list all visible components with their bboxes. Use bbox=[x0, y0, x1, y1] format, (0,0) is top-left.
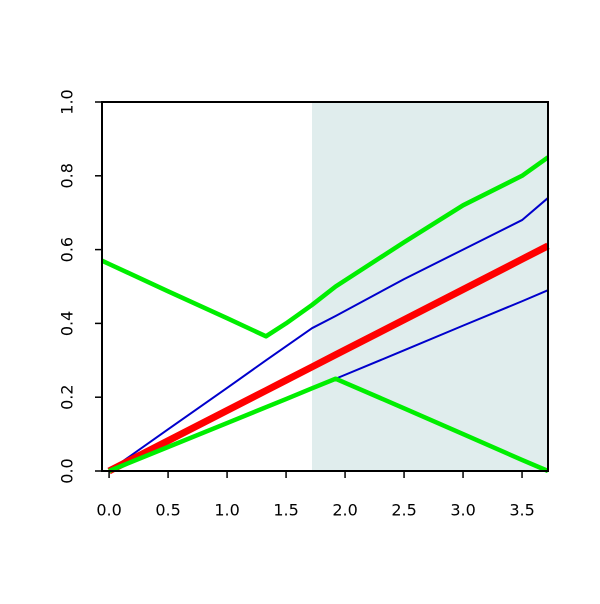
series-line bbox=[108, 376, 549, 474]
series-line bbox=[108, 197, 549, 472]
y-tick-label: 1.0 bbox=[58, 89, 77, 114]
series-line bbox=[101, 155, 550, 339]
x-tick-label: 0.5 bbox=[155, 501, 180, 520]
series-line bbox=[107, 242, 550, 475]
x-tick-label: 3.5 bbox=[509, 501, 534, 520]
x-tick-label: 1.5 bbox=[273, 501, 298, 520]
x-tick-label: 2.0 bbox=[332, 501, 357, 520]
x-tick-label: 0.0 bbox=[96, 501, 121, 520]
y-tick-label: 0.6 bbox=[58, 237, 77, 262]
x-tick-label: 3.0 bbox=[450, 501, 475, 520]
plot-box bbox=[101, 101, 549, 472]
x-tick-label: 2.5 bbox=[391, 501, 416, 520]
y-tick-label: 0.4 bbox=[58, 311, 77, 336]
x-tick-label: 1.0 bbox=[214, 501, 239, 520]
y-tick-label: 0.0 bbox=[58, 458, 77, 483]
shaded-region bbox=[312, 102, 548, 471]
y-tick-label: 0.8 bbox=[58, 163, 77, 188]
y-tick-label: 0.2 bbox=[58, 384, 77, 409]
